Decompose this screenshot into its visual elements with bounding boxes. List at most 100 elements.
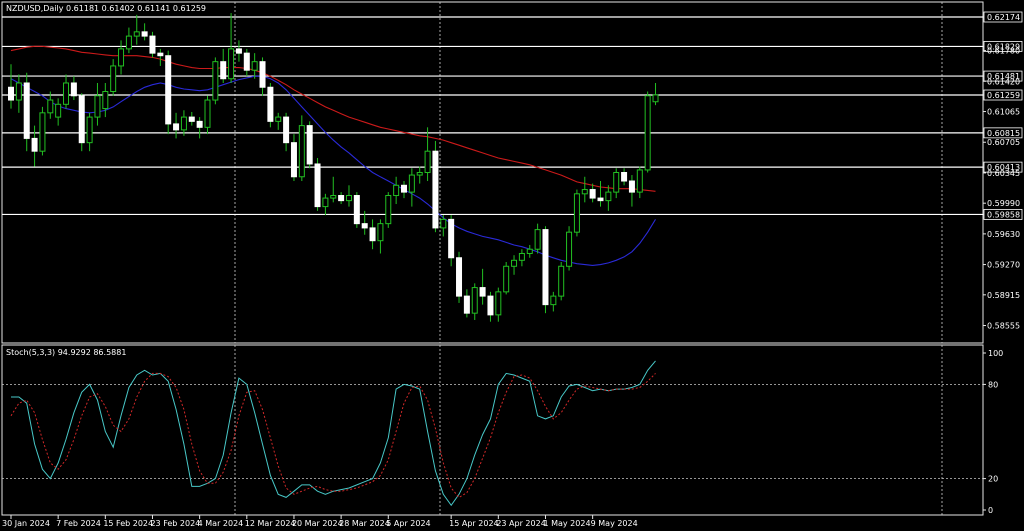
grid <box>234 2 943 515</box>
candle-body <box>345 195 352 202</box>
stochastic-title: Stoch(5,3,3) 94.9292 86.5881 <box>6 348 126 357</box>
candle-body <box>573 193 580 233</box>
candle-body <box>424 150 431 173</box>
candle-body <box>479 287 486 297</box>
candle-body <box>94 95 101 118</box>
candle-body <box>188 116 195 122</box>
candle-body <box>149 35 156 54</box>
candle-body <box>416 172 423 176</box>
chart-title: NZDUSD,Daily 0.61181 0.61402 0.61141 0.6… <box>6 4 206 13</box>
candle-body <box>644 95 651 171</box>
time-tick-label: 15 Apr 2024 <box>449 519 498 528</box>
candle-body <box>369 227 376 242</box>
price-tick-label: 0.59630 <box>987 230 1020 239</box>
candle-body <box>259 61 266 88</box>
time-tick-label: 7 Feb 2024 <box>56 519 101 528</box>
candle-body <box>228 48 235 80</box>
candle-body <box>621 172 628 182</box>
candle-body <box>283 116 290 144</box>
candle-body <box>385 195 392 225</box>
candle-body <box>110 65 117 93</box>
candle-body <box>581 189 588 195</box>
stoch-tick-label: 100 <box>988 349 1003 358</box>
candle-body <box>487 295 494 316</box>
candle-body <box>267 86 274 122</box>
price-tick-label: 0.58555 <box>987 322 1020 331</box>
candle-body <box>613 172 620 193</box>
candle-body <box>31 137 38 152</box>
candle-body <box>401 184 407 193</box>
time-tick-label: 12 Mar 2024 <box>245 519 296 528</box>
stoch-tick-label: 20 <box>988 475 998 484</box>
time-tick-label: 4 Mar 2024 <box>198 519 244 528</box>
candle-body <box>118 48 125 67</box>
candle-body <box>377 223 384 242</box>
candle-body <box>566 231 573 267</box>
candle-body <box>495 291 502 316</box>
stoch-tick-label: 80 <box>988 380 998 389</box>
time-tick-label: 20 Mar 2024 <box>292 519 343 528</box>
candle-body <box>314 163 321 208</box>
candle-body <box>448 218 455 259</box>
price-level-box <box>983 11 1023 23</box>
candle-body <box>322 197 329 208</box>
price-level-box <box>983 89 1023 101</box>
candle-body <box>597 197 604 202</box>
candle-body <box>251 61 258 71</box>
candle-body <box>408 174 415 193</box>
candle-body <box>55 103 62 118</box>
candle-body <box>39 112 46 152</box>
candle-body <box>180 116 187 131</box>
price-tick-label: 0.61420 <box>987 77 1020 86</box>
candle-body <box>133 31 140 37</box>
price-level-box <box>983 127 1023 139</box>
candle-body <box>542 229 549 306</box>
candle-body <box>220 61 227 80</box>
price-tick-label: 0.60413 <box>987 163 1020 172</box>
candle-body <box>636 169 643 193</box>
candle-body <box>78 95 85 144</box>
stochastic-oscillator <box>2 360 983 507</box>
candle-body <box>275 116 282 122</box>
candle-body <box>125 35 132 50</box>
price-tick-label: 0.58915 <box>987 291 1020 300</box>
candle-body <box>306 125 313 165</box>
price-tick-label: 0.60345 <box>987 169 1020 178</box>
price-tick-label: 0.61829 <box>987 42 1020 51</box>
candle-body <box>550 295 557 306</box>
price-tick-label: 0.60705 <box>987 138 1020 147</box>
candle-body <box>212 61 219 101</box>
price-tick-label: 0.61780 <box>987 47 1020 56</box>
candles <box>8 13 659 322</box>
time-tick-label: 28 Mar 2024 <box>339 519 390 528</box>
candle-body <box>471 287 478 314</box>
candle-body <box>141 31 148 37</box>
price-tick-label: 0.61065 <box>987 108 1020 117</box>
candle-body <box>526 248 533 254</box>
candle-body <box>558 265 565 297</box>
candle-body <box>628 180 635 193</box>
time-tick-label: 30 Jan 2024 <box>2 519 50 528</box>
time-tick-label: 15 Feb 2024 <box>103 519 153 528</box>
candle-body <box>589 189 596 199</box>
candle-body <box>652 94 659 103</box>
price-tick-label: 0.59858 <box>987 210 1020 219</box>
stoch-main-line <box>11 360 656 507</box>
candle-body <box>518 252 525 261</box>
candle-body <box>243 52 250 71</box>
stochastic-axis: 100 80 20 0 <box>983 349 1003 515</box>
candle-body <box>511 259 518 267</box>
candle-body <box>503 265 510 293</box>
price-level-box <box>983 161 1023 173</box>
candle-body <box>432 150 439 229</box>
stochastic-panel-frame <box>1 344 984 516</box>
candle-body <box>102 91 109 110</box>
price-tick-label: 0.62174 <box>987 13 1020 22</box>
price-level-box <box>983 41 1023 52</box>
candle-body <box>8 86 14 101</box>
candle-body <box>165 55 172 125</box>
candle-body <box>157 52 164 57</box>
